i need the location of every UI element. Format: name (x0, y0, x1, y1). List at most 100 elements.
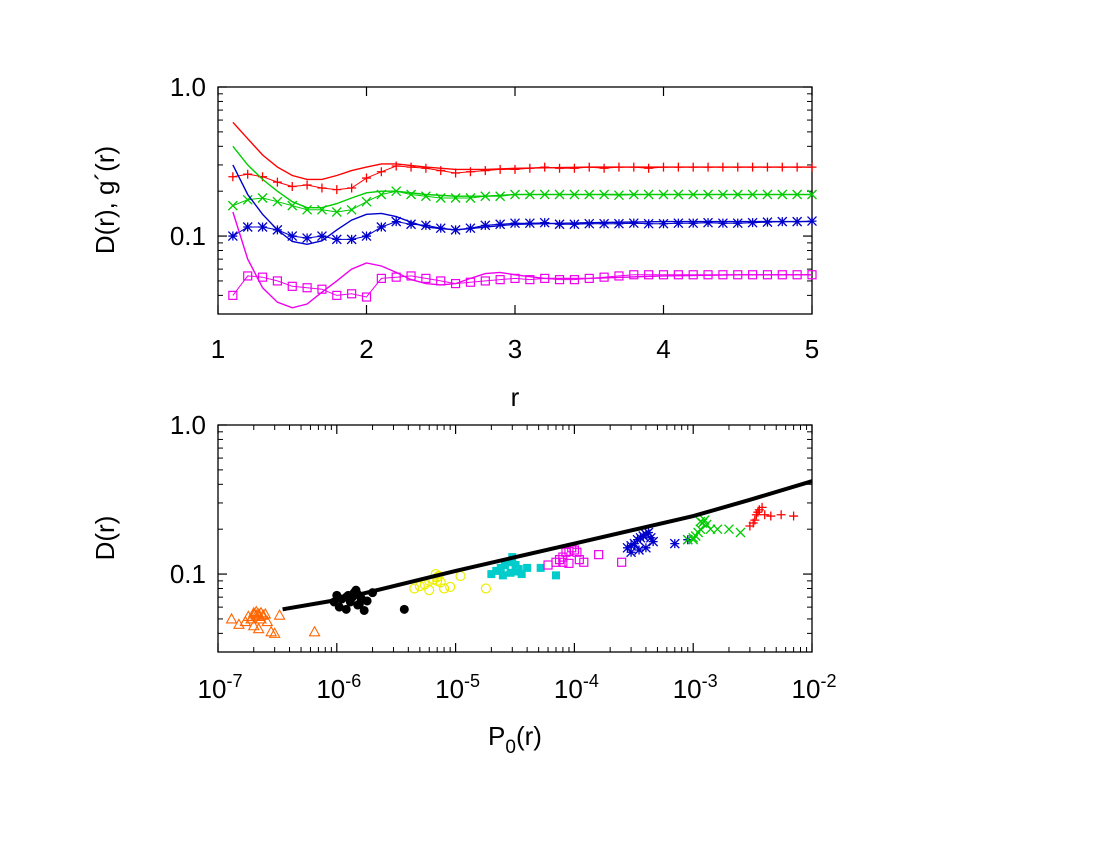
bottom-data-point (536, 563, 545, 572)
top-x-tick-label: 3 (508, 334, 522, 364)
top-data-point (347, 183, 357, 193)
top-data-point (376, 273, 386, 283)
bottom-data-point (643, 527, 654, 538)
top-data-point (391, 216, 402, 227)
top-data-point (391, 161, 401, 171)
bottom-data-point (789, 511, 799, 521)
top-data-point (227, 200, 238, 211)
top-data-point (361, 231, 372, 242)
top-data-point (688, 270, 698, 280)
bottom-data-point (247, 619, 260, 631)
top-data-point (302, 180, 312, 190)
top-data-point (673, 162, 683, 172)
top-data-point (257, 193, 268, 203)
top-data-point (629, 162, 639, 172)
top-data-point (584, 162, 594, 172)
top-data-point (792, 189, 803, 200)
top-data-point (465, 223, 476, 234)
top-data-point (510, 273, 520, 283)
bottom-data-point (492, 566, 501, 575)
top-data-point (391, 272, 401, 282)
top-x-tick-label: 2 (359, 334, 373, 364)
top-data-point (628, 218, 639, 229)
top-data-point (732, 218, 743, 229)
top-data-point (510, 218, 520, 229)
top-series-line (232, 145, 812, 209)
top-series-marker-line (232, 274, 812, 298)
top-data-point (599, 218, 610, 229)
top-data-point (346, 234, 357, 245)
top-data-point (554, 189, 565, 200)
top-data-point (540, 162, 550, 172)
top-data-point (510, 189, 520, 200)
top-data-point (747, 270, 758, 280)
top-data-point (569, 189, 580, 200)
top-data-point (287, 231, 298, 242)
bottom-y-axis-label: D(r) (90, 516, 120, 561)
top-data-point (287, 182, 297, 192)
top-data-point (733, 162, 743, 172)
bottom-data-point (268, 627, 281, 638)
bottom-data-point (757, 502, 767, 512)
top-data-point (406, 162, 416, 172)
bottom-data-point (554, 555, 565, 565)
top-data-point (762, 217, 773, 228)
top-data-point (242, 194, 253, 205)
top-data-point (539, 189, 550, 200)
bottom-data-point (517, 570, 526, 579)
bottom-data-point (564, 558, 574, 568)
top-data-point (747, 217, 758, 228)
bottom-x-tick-label: 10-2 (792, 671, 837, 704)
top-data-point (584, 218, 595, 229)
top-data-point (495, 164, 505, 174)
top-data-point (436, 166, 446, 176)
bottom-data-point (695, 524, 706, 535)
bottom-tick-labels: 10-7 10-6 10-5 10-4 10-3 10-2 1.0 0.1 (170, 410, 837, 704)
bottom-x-axis-label: P0(r) (488, 721, 542, 758)
bottom-data-point (523, 563, 532, 572)
top-data-point (376, 167, 386, 177)
top-series (227, 121, 817, 309)
bottom-data-point (424, 585, 435, 596)
top-data-point (480, 220, 491, 231)
top-data-point (347, 289, 357, 299)
top-data-point (451, 168, 461, 178)
top-data-point (792, 270, 802, 280)
bottom-data-point (438, 583, 450, 594)
top-data-point (792, 216, 803, 227)
top-data-point (525, 275, 535, 285)
bottom-data-point (735, 527, 746, 538)
bottom-data-point (712, 524, 723, 535)
bottom-data-point (308, 625, 321, 637)
bottom-data-point (334, 602, 344, 612)
top-series-marker-line (232, 220, 813, 240)
top-data-point (331, 207, 342, 217)
bottom-x-tick-label: 10-6 (316, 671, 361, 704)
top-data-point (436, 276, 446, 286)
top-data-point (555, 163, 565, 173)
bottom-data-point (341, 604, 351, 614)
top-data-point (465, 193, 476, 203)
bottom-axis-ticks (217, 424, 813, 653)
top-data-point (777, 189, 788, 200)
top-data-point (762, 189, 773, 200)
top-data-point (688, 189, 699, 200)
bottom-x-tick-label: 10-3 (673, 671, 718, 704)
bottom-data-point (579, 557, 589, 567)
top-y-tick-label: 0.1 (170, 221, 206, 251)
top-data-point (287, 281, 297, 291)
top-data-point (643, 218, 654, 229)
top-data-point (807, 216, 817, 227)
bottom-data-point (572, 547, 582, 557)
top-data-point (777, 270, 787, 280)
top-data-point (688, 218, 699, 229)
bottom-data-point (635, 532, 646, 543)
bottom-data-point (399, 604, 409, 614)
top-data-point (228, 290, 238, 300)
top-data-point (420, 220, 431, 231)
bottom-data-point (594, 550, 604, 560)
top-data-point (524, 218, 535, 229)
top-data-point (421, 273, 431, 283)
top-data-point (539, 217, 550, 228)
top-data-point (554, 275, 565, 285)
